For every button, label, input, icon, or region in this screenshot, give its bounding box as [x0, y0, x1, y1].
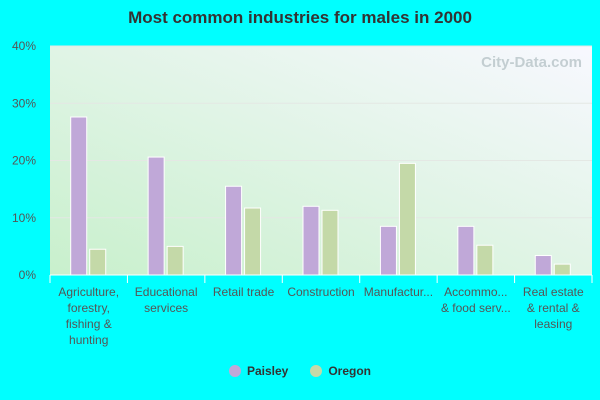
- legend-item-paisley[interactable]: Paisley: [228, 364, 289, 378]
- x-category-label: leasing: [534, 317, 572, 331]
- bar-oregon: [398, 162, 416, 276]
- y-tick-label: 20%: [12, 154, 36, 168]
- x-category-label: fishing &: [66, 317, 112, 331]
- bar-oregon: [321, 209, 339, 276]
- legend-label-paisley: Paisley: [246, 364, 289, 378]
- bar-oregon: [89, 248, 107, 276]
- chart-title: Most common industries for males in 2000: [128, 8, 472, 27]
- legend-swatch-oregon: [310, 365, 323, 377]
- bar-paisley: [147, 156, 165, 276]
- bar-paisley: [302, 205, 320, 276]
- x-category-label: Educational: [135, 285, 198, 299]
- bar-oregon: [476, 244, 494, 276]
- bar-paisley: [457, 225, 475, 276]
- legend-item-oregon[interactable]: Oregon: [310, 364, 371, 378]
- x-category-label: Agriculture,: [58, 285, 119, 299]
- bar-oregon: [166, 245, 184, 276]
- bar-paisley: [70, 116, 88, 276]
- x-category-label: Accommo...: [444, 285, 507, 299]
- y-tick-label: 10%: [12, 211, 36, 225]
- bar-oregon: [553, 263, 571, 276]
- bar-paisley: [379, 225, 397, 276]
- x-category-label: services: [144, 301, 188, 315]
- y-tick-label: 0%: [19, 268, 37, 282]
- watermark: City-Data.com: [481, 54, 582, 71]
- y-tick-label: 30%: [12, 96, 36, 110]
- legend: Paisley Oregon: [0, 364, 600, 378]
- bar-paisley: [534, 255, 552, 276]
- legend-swatch-paisley: [228, 365, 241, 377]
- x-category-label: Real estate: [523, 285, 584, 299]
- x-category-label: & food serv...: [441, 301, 511, 315]
- bar-paisley: [225, 185, 243, 276]
- x-category-label: Construction: [287, 285, 354, 299]
- x-category-label: & rental &: [527, 301, 580, 315]
- legend-label-oregon: Oregon: [328, 364, 372, 378]
- x-category-label: Manufactur...: [364, 285, 433, 299]
- y-tick-label: 40%: [12, 39, 36, 53]
- x-category-label: Retail trade: [213, 285, 275, 299]
- x-category-label: forestry,: [67, 301, 109, 315]
- bar-oregon: [244, 207, 262, 276]
- x-category-label: hunting: [69, 333, 108, 347]
